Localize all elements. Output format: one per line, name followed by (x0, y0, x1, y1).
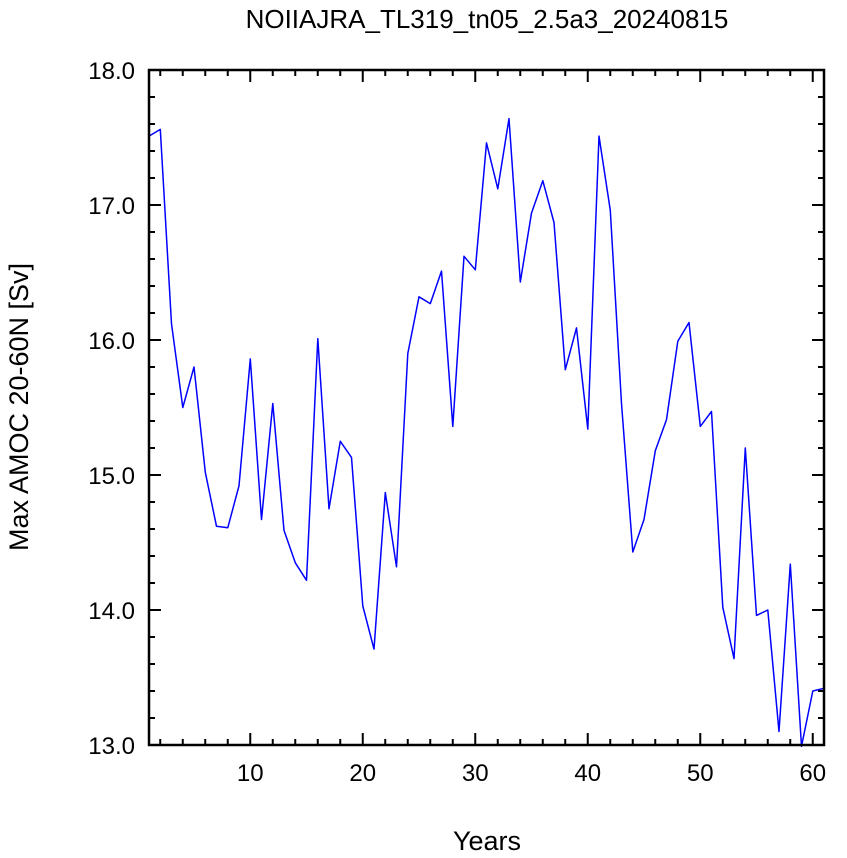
y-tick-label: 16.0 (88, 328, 135, 355)
y-tick-label: 18.0 (88, 58, 135, 85)
x-tick-label: 40 (574, 760, 601, 787)
x-tick-label: 60 (799, 760, 826, 787)
x-tick-label: 30 (462, 760, 489, 787)
y-tick-label: 15.0 (88, 463, 135, 490)
x-tick-label: 10 (237, 760, 264, 787)
tick-labels: 10 20 30 40 50 60 13.0 14.0 15.0 16.0 17.0 18.0 (88, 58, 826, 787)
chart-title: NOIIAJRA_TL319_tn05_2.5a3_20240815 (246, 4, 729, 34)
y-tick-label: 14.0 (88, 598, 135, 625)
plot-frame (147, 68, 826, 747)
y-tick-label: 13.0 (88, 733, 135, 760)
y-axis-title: Max AMOC 20-60N [Sv] (4, 263, 34, 551)
axis-ticks (149, 69, 824, 746)
x-tick-label: 50 (687, 760, 714, 787)
x-tick-label: 20 (349, 760, 376, 787)
series-line (148, 117, 825, 748)
x-axis-title: Years (453, 826, 521, 856)
data-points (149, 119, 824, 747)
y-tick-label: 17.0 (88, 193, 135, 220)
